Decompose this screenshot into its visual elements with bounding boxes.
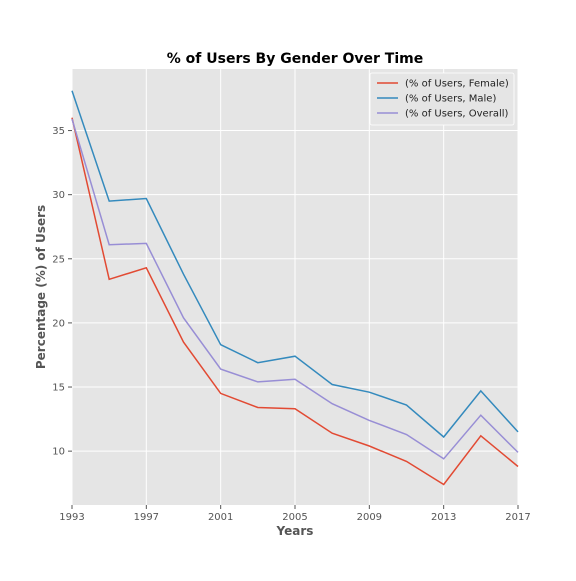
x-tick-label: 2009 — [357, 512, 382, 523]
legend: (% of Users, Female) (% of Users, Male) (%… — [369, 72, 515, 126]
legend-label: (% of Users, Overall) — [405, 109, 508, 120]
grid-lines — [71, 69, 519, 505]
x-axis-label: Years — [276, 524, 314, 538]
y-tick-label: 30 — [52, 190, 65, 201]
chart-title: % of Users By Gender Over Time — [167, 51, 423, 67]
x-tick-label: 2005 — [282, 512, 307, 523]
y-tick-label: 20 — [52, 318, 65, 329]
x-tick-label: 2017 — [505, 512, 530, 523]
y-tick-label: 25 — [52, 254, 65, 265]
series-line — [71, 118, 519, 460]
legend-label: (% of Users, Female) — [405, 79, 509, 90]
series-line — [71, 90, 519, 439]
y-axis-label: Percentage (%) of Users — [34, 205, 48, 369]
y-tick-label: 35 — [52, 126, 65, 137]
x-tick-label: 2013 — [431, 512, 456, 523]
series-line — [71, 117, 519, 486]
legend-label: (% of Users, Male) — [405, 94, 496, 105]
y-tick-label: 15 — [52, 383, 65, 394]
tick-labels: 1993 1997 2001 2005 2009 2013 2017 10 15 20 25 30 35 — [52, 126, 530, 523]
series-lines — [71, 90, 519, 486]
legend-box — [369, 72, 515, 126]
y-tick-label: 10 — [52, 447, 65, 458]
x-tick-label: 2001 — [208, 512, 233, 523]
x-tick-label: 1993 — [59, 512, 84, 523]
x-tick-label: 1997 — [134, 512, 159, 523]
